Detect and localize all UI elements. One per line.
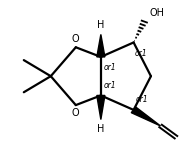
Text: or1: or1 <box>135 49 147 58</box>
Polygon shape <box>97 34 105 57</box>
Text: H: H <box>97 20 105 30</box>
Text: or1: or1 <box>104 63 116 72</box>
Text: H: H <box>97 124 105 134</box>
Text: O: O <box>71 34 79 44</box>
Text: OH: OH <box>150 8 165 17</box>
Text: or1: or1 <box>136 95 148 104</box>
Text: or1: or1 <box>104 81 116 90</box>
Polygon shape <box>97 95 105 120</box>
Text: O: O <box>71 108 79 118</box>
Polygon shape <box>131 107 161 126</box>
